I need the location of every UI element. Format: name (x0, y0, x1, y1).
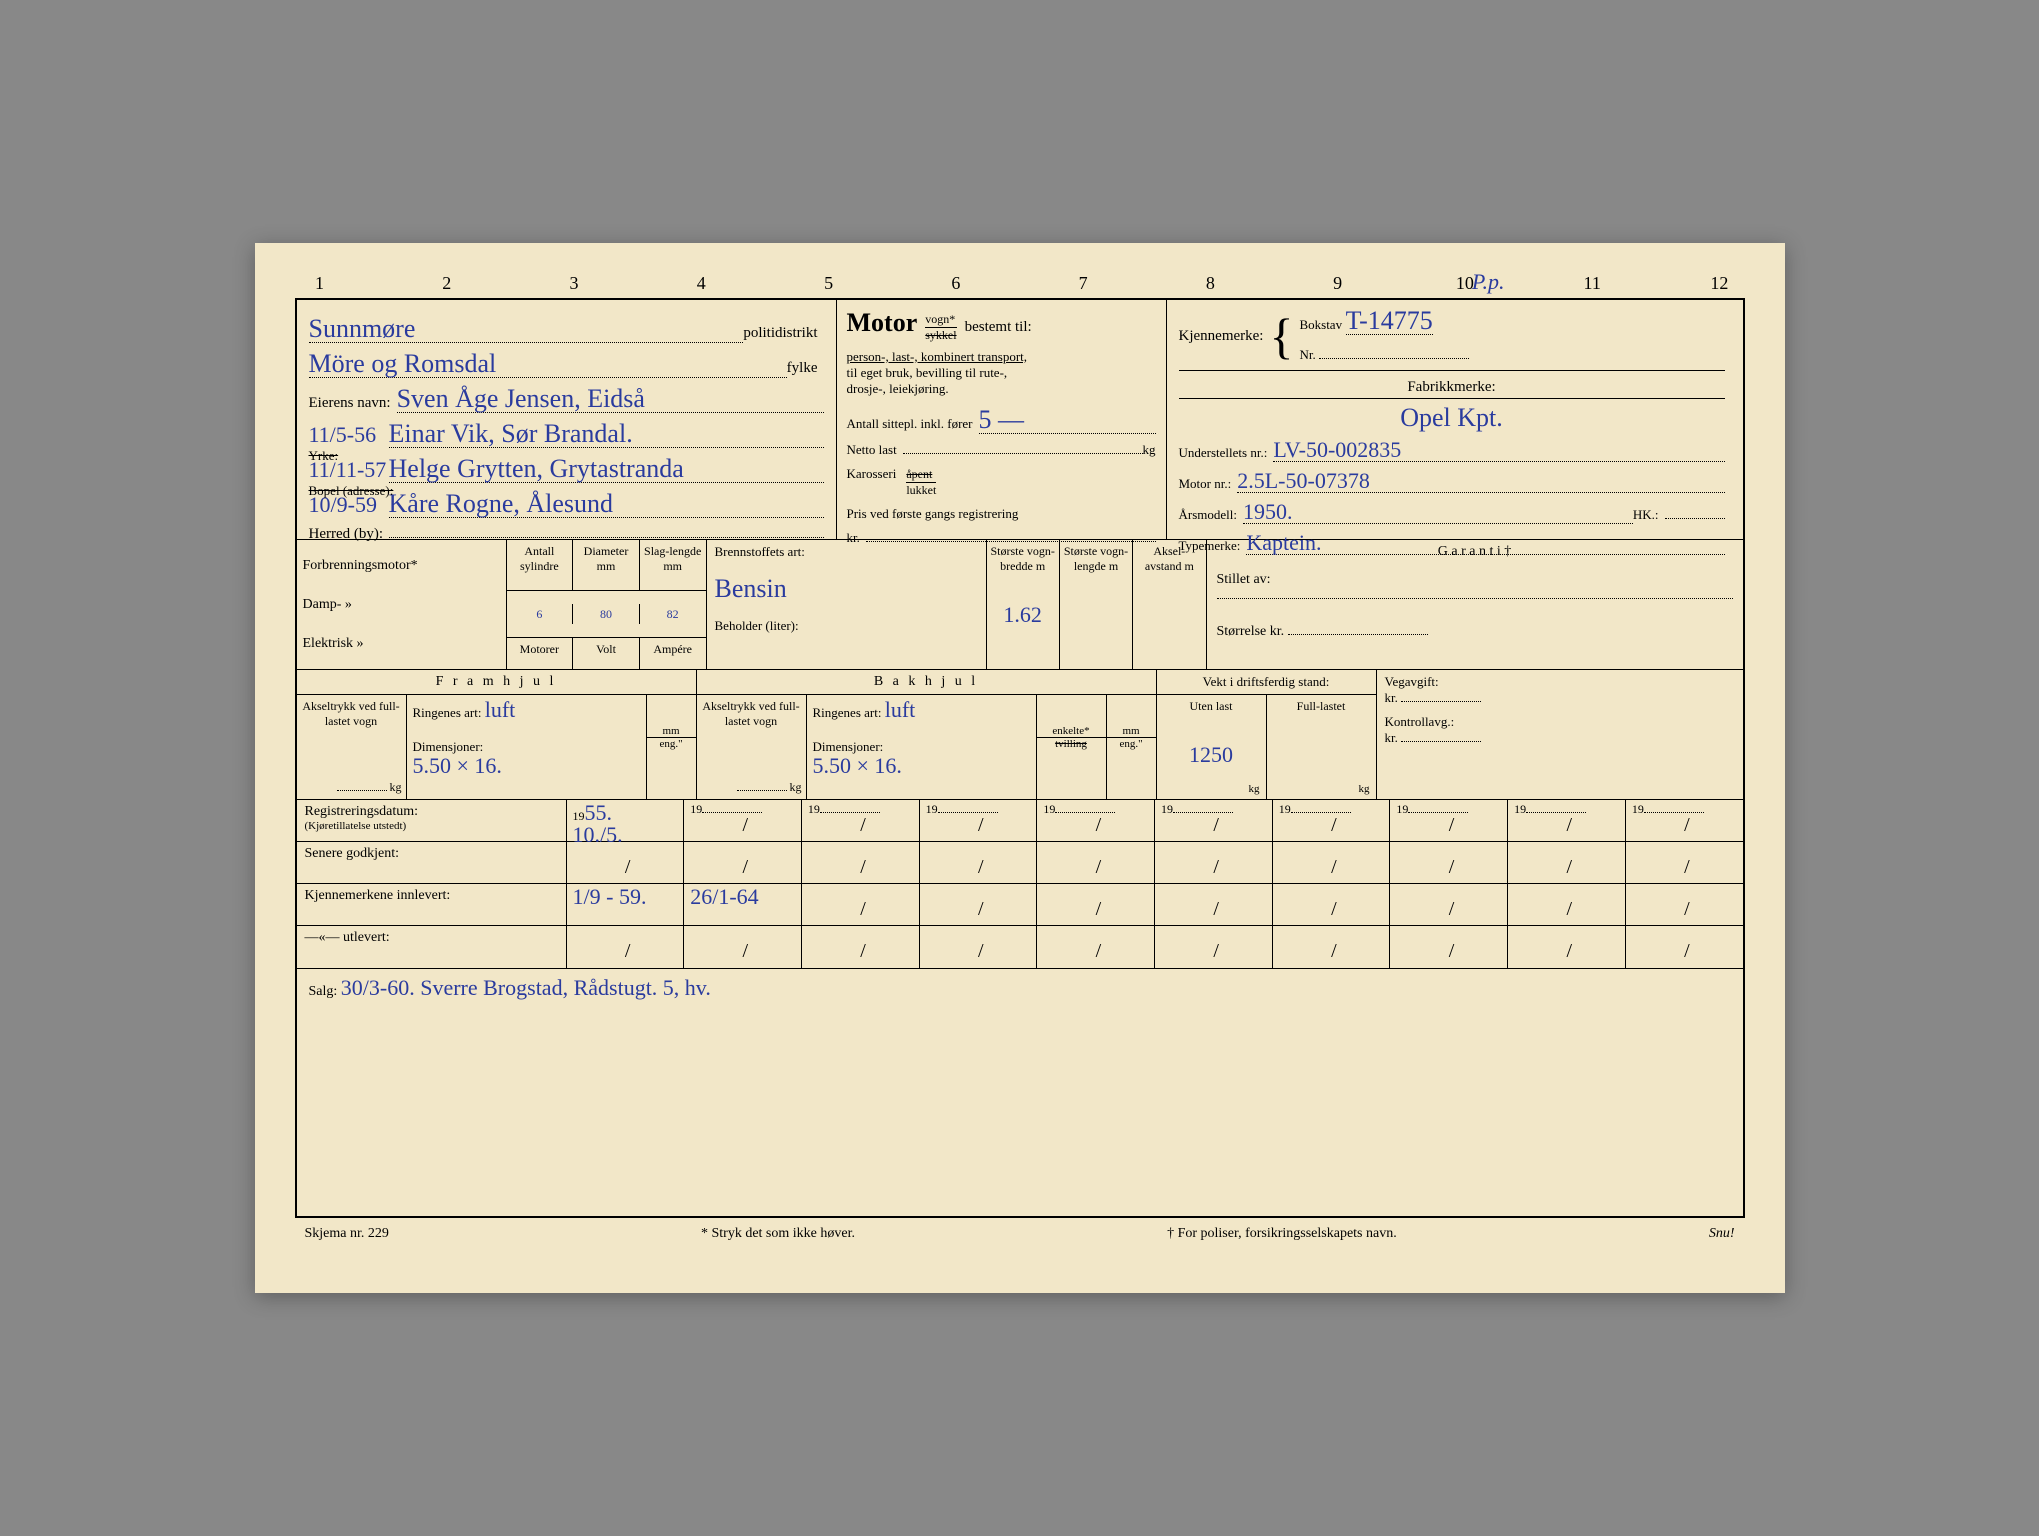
politidistrikt-label: politidistrikt (743, 325, 817, 342)
fram-dim-value: 5.50 × 16. (413, 755, 640, 777)
bakhjul: B a k h j u l Akseltrykk ved full-lastet… (697, 670, 1157, 799)
motornr-value: 2.5L-50-07378 (1237, 470, 1724, 493)
innlevert-date1: 1/9 - 59. (573, 884, 647, 909)
bak-ring-value: luft (885, 697, 916, 722)
pp-annotation: P.p. (1472, 271, 1505, 293)
fylke-label: fylke (787, 360, 818, 377)
ruler-mark: 12 (1704, 273, 1734, 294)
transport1: person-, last-, kombinert transport, (847, 349, 1028, 364)
ruler-mark: 4 (686, 273, 716, 294)
fabrikk-value: Opel Kpt. (1179, 405, 1725, 431)
engine-spec-table: Antall sylindre Diameter mm Slag-lengde … (507, 540, 707, 669)
understell-value: LV-50-002835 (1273, 439, 1724, 462)
vekt-panel: Vekt i driftsferdig stand: Uten last 125… (1157, 670, 1377, 799)
bak-dim-value: 5.50 × 16. (813, 755, 1030, 777)
fuel-panel: Brennstoffets art: Bensin Beholder (lite… (707, 540, 987, 669)
fylke-value: Möre og Romsdal (309, 351, 787, 378)
engine-types: Forbrenningsmotor* Damp- » Elektrisk » (297, 540, 507, 669)
ruler-mark: 7 (1068, 273, 1098, 294)
ruler-mark: 5 (814, 273, 844, 294)
ruler-mark: 8 (1195, 273, 1225, 294)
kjennemerke-label: Kjennemerke: (1179, 328, 1264, 345)
ruler-mark: 6 (941, 273, 971, 294)
owner2: Einar Vik, Sør Brandal. (389, 421, 824, 448)
bredde-value: 1.62 (991, 604, 1055, 626)
ruler-mark: 3 (559, 273, 589, 294)
snu-note: Snu! (1709, 1226, 1735, 1242)
kjennemerke-panel: Kjennemerke: { Bokstav T-14775 Nr. Fabri… (1167, 300, 1737, 539)
uten-last-value: 1250 (1161, 744, 1262, 766)
eier-value: Sven Åge Jensen, Eidså (397, 386, 824, 413)
brace-icon: { (1269, 316, 1293, 356)
netto-label: Netto last (847, 442, 897, 458)
ruler: 1 2 3 4 5 6 7 8 9 10 11 12 (295, 273, 1745, 294)
registration-card: P.p. 1 2 3 4 5 6 7 8 9 10 11 12 Sunnmøre… (255, 243, 1785, 1293)
sittepl-value: 5 — (979, 407, 1156, 434)
fees-panel: Vegavgift: kr. Kontrollavg.: kr. (1377, 670, 1517, 799)
bokstav-value: T-14775 (1346, 308, 1433, 335)
salg-section: Salg: 30/3-60. Sverre Brogstad, Rådstugt… (297, 969, 1743, 1029)
sylindre-value: 6 (507, 604, 574, 624)
framhjul: F r a m h j u l Akseltrykk ved full-last… (297, 670, 697, 799)
date2: 11/5-56 (309, 424, 389, 446)
fram-ring-value: luft (485, 697, 516, 722)
slaglengde-value: 82 (640, 604, 706, 624)
transport3: drosje-, leiekjøring. (847, 381, 949, 396)
diameter-value: 80 (573, 604, 640, 624)
eier-label: Eierens navn: (309, 395, 391, 412)
owner3: Helge Grytten, Grytastranda (389, 456, 824, 483)
motor-title: Motor (847, 308, 918, 337)
transport2: til eget bruk, bevilling til rute-, (847, 365, 1008, 380)
ruler-mark: 9 (1323, 273, 1353, 294)
ruler-mark: 2 (432, 273, 462, 294)
bopel-label: Bopel (adresse): (309, 483, 394, 499)
owner4: Kåre Rogne, Ålesund (389, 491, 824, 518)
owner-panel: Sunnmøre politidistrikt Möre og Romsdal … (297, 300, 837, 539)
ruler-mark: 11 (1577, 273, 1607, 294)
poliser-note: † For poliser, forsikringsselskapets nav… (1167, 1226, 1397, 1242)
footer: Skjema nr. 229 * Stryk det som ikke høve… (295, 1226, 1745, 1242)
netto-unit: kg (1143, 442, 1156, 458)
bestemt-label: bestemt til: (965, 319, 1032, 335)
garanti-panel: G a r a n t i † Stillet av: Størrelse kr… (1207, 540, 1743, 669)
fuel-value: Bensin (715, 576, 978, 602)
politidistrikt-value: Sunnmøre (309, 316, 744, 343)
registration-section: Registreringsdatum: (Kjøretillatelse uts… (297, 800, 1743, 969)
engine-section: Forbrenningsmotor* Damp- » Elektrisk » A… (297, 540, 1743, 670)
ruler-mark: 1 (305, 273, 335, 294)
yrke-label: Yrke: (309, 448, 339, 464)
aarsmodell-value: 1950. (1243, 501, 1633, 524)
skjema-nr: Skjema nr. 229 (305, 1226, 389, 1242)
dimensions-panel: Største vogn-bredde m 1.62 Største vogn-… (987, 540, 1207, 669)
vogn-sykkel: vogn* sykkel (925, 312, 956, 343)
top-section: Sunnmøre politidistrikt Möre og Romsdal … (297, 300, 1743, 540)
karosseri-label: Karosseri (847, 466, 897, 482)
salg-value: 30/3-60. Sverre Brogstad, Rådstugt. 5, h… (341, 975, 711, 1000)
pris-label: Pris ved første gangs registrering (847, 506, 1156, 522)
motor-panel: Motor vogn* sykkel bestemt til: person-,… (837, 300, 1167, 539)
innlevert-date2: 26/1-64 (690, 884, 758, 909)
form-border: Sunnmøre politidistrikt Möre og Romsdal … (295, 298, 1745, 1218)
fabrikk-label: Fabrikkmerke: (1179, 377, 1725, 399)
stryk-note: * Stryk det som ikke høver. (701, 1226, 855, 1242)
wheels-section: F r a m h j u l Akseltrykk ved full-last… (297, 670, 1743, 800)
sittepl-label: Antall sittepl. inkl. fører (847, 416, 973, 432)
